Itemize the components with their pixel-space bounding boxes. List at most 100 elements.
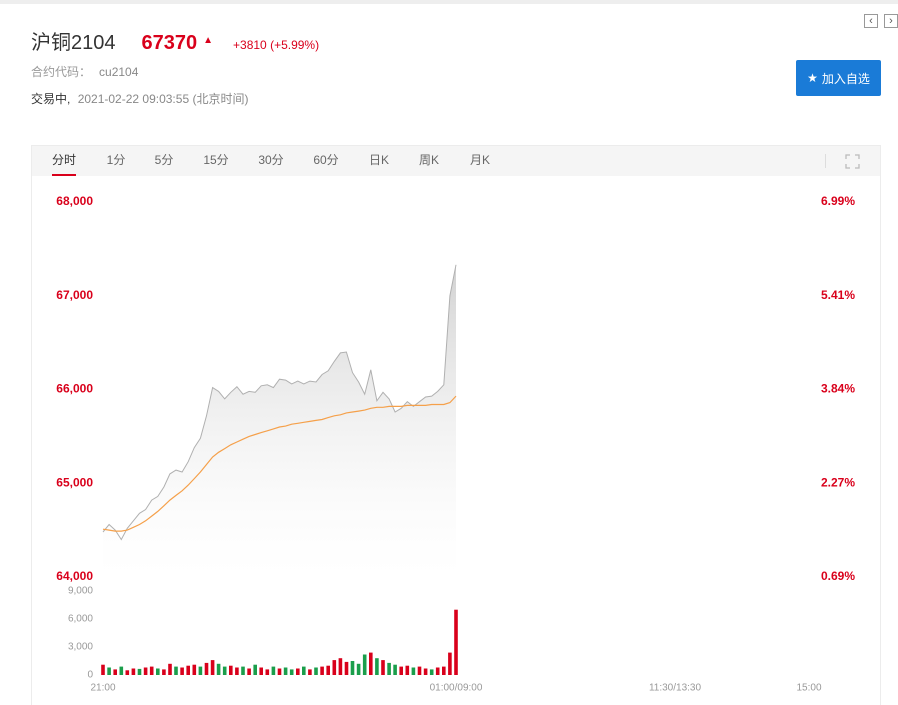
contract-code-label: 合约代码： — [31, 65, 92, 79]
volume-bar — [198, 666, 203, 675]
percent-tick-label: 0.69% — [821, 569, 855, 583]
volume-bar — [435, 667, 440, 675]
tab-timeshare[interactable]: 分时 — [52, 146, 76, 176]
volume-bar — [271, 666, 276, 675]
add-to-watchlist-label: 加入自选 — [821, 71, 870, 86]
contract-code-row: 合约代码： cu2104 — [31, 63, 138, 80]
volume-bar — [326, 665, 330, 675]
volume-bar — [119, 666, 124, 675]
price-tick-label: 66,000 — [56, 382, 93, 396]
volume-tick-label: 6,000 — [68, 614, 93, 625]
tab-daily-k[interactable]: 日K — [368, 153, 389, 167]
chevron-right-icon[interactable]: › — [884, 14, 898, 28]
volume-bar — [289, 669, 294, 675]
star-icon: ★ — [807, 71, 818, 85]
volume-bar — [308, 669, 312, 675]
volume-bar — [186, 665, 190, 675]
period-tabs: 分时 1分 5分 15分 30分 60分 日K 周K 月K — [32, 146, 880, 176]
price-line — [102, 264, 457, 541]
volume-bar — [204, 662, 209, 675]
volume-bar — [113, 669, 117, 675]
percent-tick-label: 2.27% — [821, 475, 855, 489]
volume-bar — [302, 666, 306, 675]
volume-tick-label: 3,000 — [68, 642, 93, 653]
volume-bar — [265, 669, 270, 675]
volume-bar — [125, 670, 130, 675]
tab-30min[interactable]: 30分 — [258, 153, 284, 167]
volume-bar — [296, 668, 300, 675]
volume-bar — [241, 666, 245, 675]
volume-bar — [229, 665, 233, 675]
volume-bar — [442, 666, 446, 675]
last-price: 67370 — [141, 32, 198, 54]
volume-bar — [259, 667, 263, 675]
volume-bar — [216, 663, 221, 675]
volume-bar — [369, 652, 373, 675]
tab-divider — [825, 154, 826, 168]
tab-weekly-k[interactable]: 周K — [418, 153, 439, 167]
price-change: +3810 (+5.99%) — [233, 38, 320, 52]
volume-bar — [338, 658, 343, 675]
volume-bar — [423, 668, 428, 675]
volume-bar — [247, 668, 251, 675]
volume-bar — [399, 666, 403, 675]
volume-bar — [107, 667, 111, 675]
fullscreen-icon[interactable] — [845, 154, 860, 169]
timestamp: 2021-02-22 09:03:55 (北京时间) — [77, 92, 249, 106]
volume-bar — [180, 667, 184, 675]
price-tick-label: 64,000 — [56, 569, 93, 583]
average-price-line — [102, 395, 457, 532]
time-tick-label: 21:00 — [90, 683, 115, 694]
volume-bar — [283, 667, 288, 675]
volume-bar — [149, 666, 154, 675]
tab-1min[interactable]: 1分 — [106, 153, 126, 167]
volume-bar — [253, 664, 257, 675]
chart-panel: 分时 1分 5分 15分 30分 60分 日K 周K 月K — [31, 145, 881, 705]
page-nav: ‹ › — [864, 14, 898, 28]
volume-bar — [332, 660, 337, 675]
price-tick-label: 68,000 — [56, 194, 93, 208]
volume-bar — [417, 666, 422, 675]
volume-bar — [131, 668, 136, 675]
contract-name: 沪铜2104 — [31, 32, 116, 54]
volume-bar — [137, 668, 142, 675]
time-tick-label: 01:00/09:00 — [430, 683, 483, 694]
volume-bar — [448, 652, 452, 675]
volume-bar — [393, 664, 397, 675]
volume-bar — [454, 609, 458, 675]
trading-status-row: 交易中, 2021-02-22 09:03:55 (北京时间) — [31, 90, 248, 107]
volume-bar — [277, 668, 282, 675]
tab-5min[interactable]: 5分 — [154, 153, 174, 167]
volume-bar — [344, 661, 349, 675]
volume-bar — [356, 663, 361, 675]
volume-bar — [314, 667, 318, 675]
volume-bar — [411, 667, 416, 675]
time-tick-label: 15:00 — [796, 683, 821, 694]
volume-bar — [101, 664, 105, 675]
volume-bar — [362, 654, 367, 675]
up-arrow-icon: ▲ — [203, 35, 214, 46]
tab-15min[interactable]: 15分 — [203, 153, 229, 167]
volume-bar — [168, 663, 172, 675]
price-tick-label: 65,000 — [56, 475, 93, 489]
percent-tick-label: 6.99% — [821, 194, 855, 208]
tab-60min[interactable]: 60分 — [313, 153, 339, 167]
volume-bar — [143, 667, 148, 675]
volume-bar — [381, 660, 385, 675]
add-to-watchlist-button[interactable]: ★ 加入自选 — [796, 60, 881, 96]
volume-tick-label: 9,000 — [68, 586, 93, 597]
volume-bar — [405, 665, 410, 675]
volume-bar — [162, 669, 166, 675]
volume-bar — [156, 668, 160, 675]
chevron-left-icon[interactable]: ‹ — [864, 14, 878, 28]
volume-bar — [174, 666, 178, 675]
contract-code-value: cu2104 — [99, 65, 139, 79]
volume-bar — [235, 667, 239, 675]
tab-monthly-k[interactable]: 月K — [469, 153, 490, 167]
volume-tick-label: 0 — [87, 670, 93, 681]
quote-header: 沪铜2104 67370 ▲ +3810 (+5.99%) — [31, 26, 319, 55]
top-bar — [0, 0, 898, 4]
percent-tick-label: 3.84% — [821, 382, 855, 396]
trading-status: 交易中, — [31, 92, 71, 106]
